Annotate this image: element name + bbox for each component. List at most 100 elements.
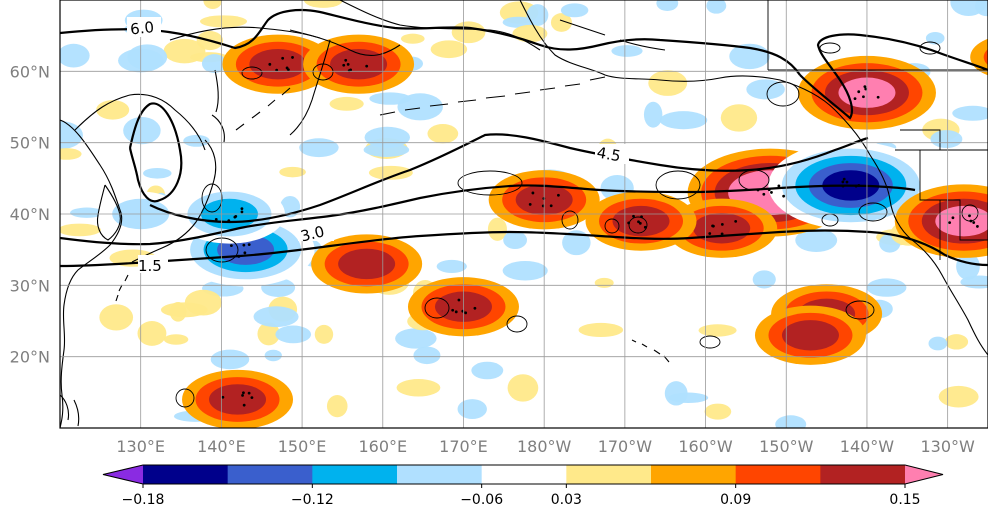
stipple-dot	[782, 194, 786, 198]
stipple-dot	[720, 232, 724, 236]
stipple-dot	[241, 393, 244, 397]
stipple-dot	[627, 221, 631, 225]
weak-anomaly-patch	[163, 334, 189, 345]
weak-anomaly-patch	[795, 228, 838, 253]
stipple-dot	[268, 62, 272, 66]
stipple-dot	[863, 85, 867, 89]
stipple-dot	[557, 193, 560, 197]
stipple-dot	[972, 221, 976, 224]
stipple-dot	[464, 311, 468, 315]
stipple-dot	[643, 225, 647, 229]
weak-anomaly-patch	[550, 13, 572, 32]
weak-anomaly-patch	[502, 16, 535, 28]
stipple-dot	[365, 64, 369, 68]
weak-anomaly-patch	[507, 374, 539, 402]
lat-tick-label: 30°N	[10, 276, 50, 295]
stipple-dot	[247, 391, 251, 395]
weak-anomaly-patch	[60, 148, 82, 160]
stipple-dot	[862, 95, 865, 99]
colorbar-segment	[735, 465, 821, 484]
stipple-dot	[346, 62, 350, 66]
weak-anomaly-patch	[436, 259, 467, 273]
weak-anomaly-patch	[457, 399, 487, 419]
stipple-dot	[770, 191, 773, 194]
colorbar-tick-label: −0.12	[291, 492, 334, 508]
lon-tick-label: 150°W	[759, 437, 814, 456]
lon-tick-label: 130°W	[920, 437, 975, 456]
weak-anomaly-patch	[944, 334, 969, 350]
stipple-dot	[457, 298, 461, 302]
stipple-dot	[528, 202, 532, 206]
stipple-dot	[720, 222, 724, 226]
weak-anomaly-patch	[775, 415, 807, 428]
stipple-dot	[864, 87, 868, 91]
weak-anomaly-patch	[279, 166, 306, 178]
anomaly-blob-9-level-3	[338, 248, 396, 280]
colorbar-segment	[481, 465, 567, 484]
weak-anomaly-patch	[664, 381, 688, 406]
stipple-dot	[243, 251, 247, 255]
stipple-dot	[281, 56, 285, 60]
weak-anomaly-patch	[137, 321, 167, 346]
stipple-dot	[853, 97, 857, 101]
stipple-dot	[451, 308, 455, 312]
stipple-dot	[242, 391, 245, 395]
weak-anomaly-patch	[257, 322, 280, 346]
stipple-dot	[969, 219, 973, 223]
colorbar-segment	[820, 465, 906, 484]
weak-anomaly-patch	[659, 111, 708, 130]
contour-label-4-5: 4.5	[595, 144, 622, 166]
colorbar-tick-label: 0.09	[720, 492, 751, 508]
weak-anomaly-patch	[203, 0, 223, 10]
stipple-dot	[767, 188, 771, 192]
weak-anomaly-patch	[952, 105, 988, 121]
colorbar-segment	[651, 465, 737, 484]
weak-anomaly-patch	[866, 278, 907, 297]
weak-anomaly-patch	[70, 207, 104, 218]
stipple-dot	[638, 221, 642, 225]
weak-anomaly-patch	[96, 100, 130, 120]
contour-labels: 6.0 4.5 3.0 1.5	[127, 17, 629, 275]
stipple-dot	[240, 210, 244, 214]
weak-anomaly-patch	[275, 325, 312, 344]
stipple-dot	[637, 220, 640, 224]
weak-anomaly-patch	[299, 138, 339, 158]
stipple-dot	[948, 221, 952, 225]
anomaly-blob-11-level-3	[249, 48, 307, 80]
weak-anomaly-patch	[746, 79, 785, 100]
stipple-dot	[285, 66, 289, 70]
significance-outlines	[175, 41, 979, 408]
stipple-dot	[734, 219, 738, 223]
colorbar-segment	[566, 465, 652, 484]
lon-tick-label: 140°W	[840, 437, 895, 456]
weak-anomaly-patch	[487, 217, 507, 241]
weak-anomaly-patch	[60, 43, 90, 68]
stipple-dot	[344, 58, 348, 62]
stipple-dot	[549, 204, 553, 208]
anomaly-blob-17-level-3	[781, 320, 839, 351]
stipple-dot	[857, 90, 861, 94]
weak-anomaly-patch	[938, 385, 979, 408]
stipple-dot	[275, 68, 279, 72]
colorbar-tick-label: −0.18	[122, 492, 165, 508]
colorbar-segment	[143, 465, 229, 484]
lat-tick-label: 40°N	[10, 205, 50, 224]
weak-anomaly-patch	[199, 15, 248, 28]
weak-anomaly-patch	[752, 270, 776, 289]
longitude-labels: 130°E 140°E 150°E 160°E 170°E 180°W 170°W 160°W…	[116, 437, 975, 456]
latitude-labels: 60°N 50°N 40°N 30°N 20°N	[10, 62, 50, 366]
stipple-dot	[250, 396, 254, 400]
colorbar-tick-label: 0.03	[551, 492, 582, 508]
stipple-dot	[842, 177, 846, 181]
stipple-dot	[968, 214, 971, 218]
stipple-dot	[227, 219, 231, 223]
stipple-dot	[291, 56, 294, 59]
weak-anomaly-patch	[201, 54, 227, 73]
weak-anomaly-patch	[720, 104, 758, 132]
stipple-dot	[632, 214, 635, 218]
significance-dots	[214, 56, 979, 407]
lat-tick-label: 60°N	[10, 62, 50, 81]
weak-anomaly-patch	[611, 45, 643, 57]
weak-anomaly-patch	[326, 394, 348, 418]
stipple-dot	[876, 95, 880, 99]
